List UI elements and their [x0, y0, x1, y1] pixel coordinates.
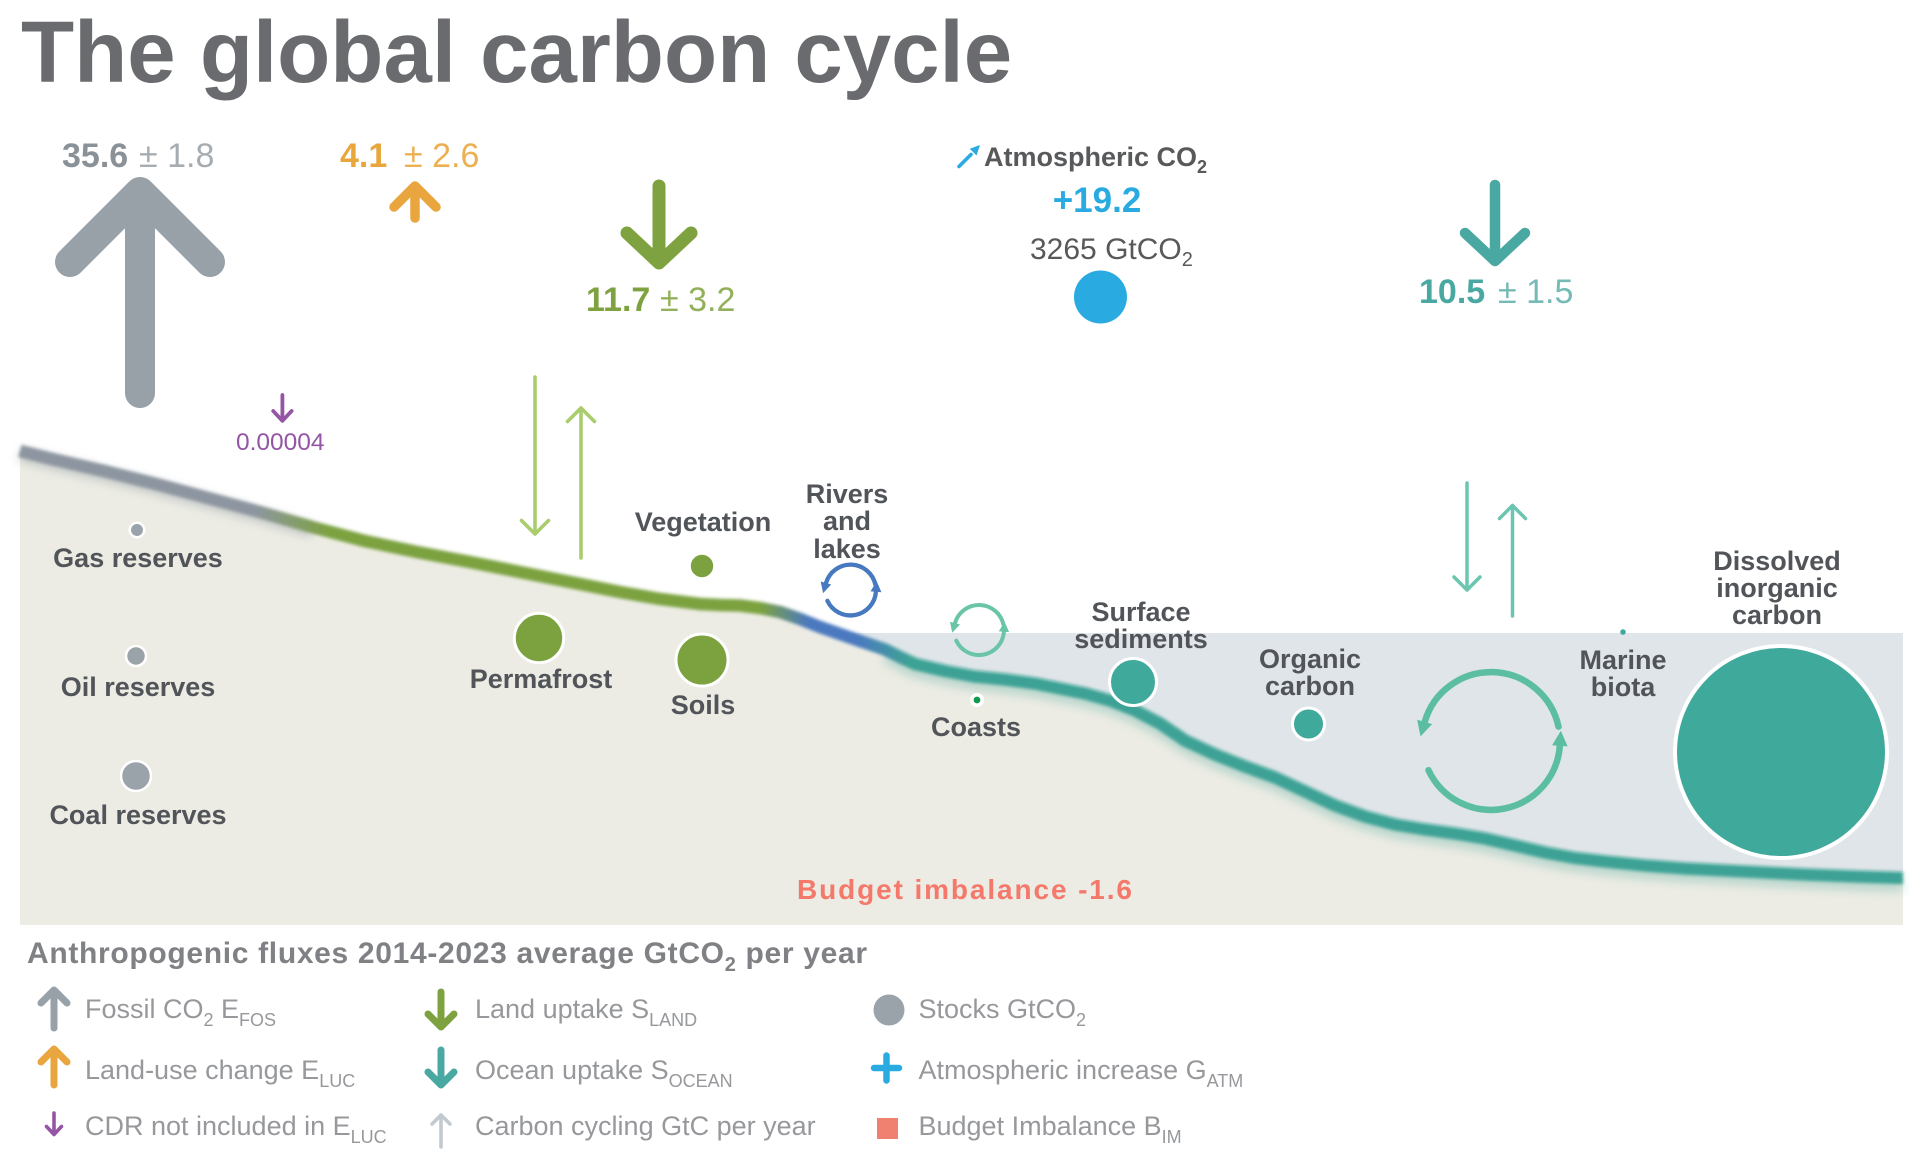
svg-text:Soils: Soils	[671, 690, 736, 720]
svg-text:10.5: 10.5	[1419, 273, 1485, 311]
svg-text:Permafrost: Permafrost	[470, 664, 613, 694]
svg-text:Budget imbalance -1.6: Budget imbalance -1.6	[797, 874, 1132, 905]
svg-text:Vegetation: Vegetation	[635, 507, 772, 537]
svg-text:Oil reserves: Oil reserves	[61, 672, 216, 702]
svg-text:sediments: sediments	[1074, 624, 1208, 654]
svg-text:Ocean uptake SOCEAN: Ocean uptake SOCEAN	[475, 1055, 733, 1091]
svg-text:Coasts: Coasts	[931, 712, 1021, 742]
svg-text:Dissolved: Dissolved	[1713, 546, 1841, 576]
svg-text:± 1.8: ± 1.8	[139, 137, 214, 175]
svg-text:4.1: 4.1	[340, 137, 387, 175]
svg-text:11.7: 11.7	[586, 281, 650, 319]
svg-text:Land-use change ELUC: Land-use change ELUC	[85, 1055, 355, 1091]
svg-text:± 2.6: ± 2.6	[404, 137, 479, 175]
svg-text:Surface: Surface	[1091, 597, 1190, 627]
svg-text:Coal reserves: Coal reserves	[49, 800, 226, 830]
svg-text:The global carbon cycle: The global carbon cycle	[21, 4, 1012, 101]
svg-text:inorganic: inorganic	[1716, 573, 1838, 603]
svg-text:± 3.2: ± 3.2	[660, 281, 735, 319]
svg-text:Carbon cycling GtC per year: Carbon cycling GtC per year	[475, 1111, 816, 1141]
svg-text:Atmospheric CO2: Atmospheric CO2	[984, 142, 1207, 177]
svg-text:Rivers: Rivers	[806, 479, 889, 509]
svg-text:0.00004: 0.00004	[236, 429, 325, 456]
svg-text:35.6: 35.6	[62, 137, 128, 175]
svg-text:CDR not included in ELUC: CDR not included in ELUC	[85, 1111, 387, 1147]
svg-text:Stocks GtCO2: Stocks GtCO2	[919, 994, 1087, 1030]
svg-text:3265 GtCO2: 3265 GtCO2	[1030, 233, 1193, 271]
svg-text:and: and	[823, 506, 871, 536]
svg-text:carbon: carbon	[1265, 671, 1355, 701]
svg-text:Land uptake SLAND: Land uptake SLAND	[475, 994, 697, 1030]
svg-text:± 1.5: ± 1.5	[1498, 273, 1573, 311]
svg-text:Organic: Organic	[1259, 644, 1361, 674]
svg-text:lakes: lakes	[813, 534, 881, 564]
svg-text:Gas reserves: Gas reserves	[53, 543, 223, 573]
svg-text:Atmospheric increase GATM: Atmospheric increase GATM	[919, 1055, 1244, 1091]
svg-text:biota: biota	[1591, 672, 1656, 702]
svg-text:Budget Imbalance BIM: Budget Imbalance BIM	[919, 1111, 1182, 1147]
svg-text:Anthropogenic fluxes 2014-2023: Anthropogenic fluxes 2014-2023 average G…	[27, 937, 867, 976]
svg-text:Fossil CO2 EFOS: Fossil CO2 EFOS	[85, 994, 276, 1030]
svg-text:+19.2: +19.2	[1053, 181, 1142, 220]
svg-text:Marine: Marine	[1579, 645, 1666, 675]
svg-text:carbon: carbon	[1732, 600, 1822, 630]
